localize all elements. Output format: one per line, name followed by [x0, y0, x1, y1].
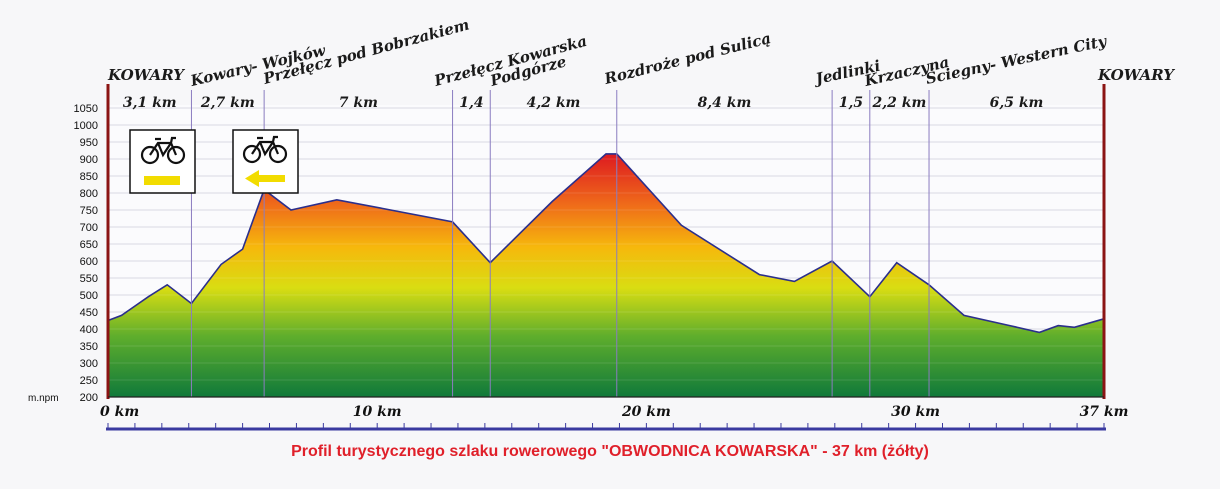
segment-distance-label: 3,1 km: [123, 95, 177, 111]
y-tick-label: 550: [80, 273, 98, 285]
arrow-left-icon: [245, 170, 285, 187]
bicycle-icon: [242, 135, 288, 164]
place-name-label: KOWARY: [107, 66, 185, 84]
trail-sign-yellow: [129, 129, 196, 194]
place-name-label: Rozdroże pod Sulicą: [602, 29, 773, 88]
x-tick-label: 10 km: [353, 404, 402, 420]
trail-sign-yellow-arrow: [232, 129, 299, 194]
elevation-fill: [108, 153, 1104, 397]
y-axis-unit: m.npm: [28, 393, 59, 404]
y-tick-label: 400: [80, 324, 98, 336]
segment-distance-label: 4,2 km: [527, 95, 581, 111]
trail-sign-box: [232, 129, 299, 194]
y-tick-label: 700: [80, 222, 98, 234]
trail-signs: [129, 129, 299, 194]
y-tick-label: 500: [80, 290, 98, 302]
segment-distance-label: 1,4: [459, 95, 483, 111]
x-tick-label: 30 km: [891, 404, 940, 420]
x-tick-label: 0 km: [100, 404, 139, 420]
y-tick-label: 950: [80, 137, 98, 149]
segment-distance-label: 2,7 km: [200, 95, 255, 111]
place-name-label: KOWARY: [1097, 66, 1175, 84]
y-tick-label: 300: [80, 358, 98, 370]
y-tick-label: 850: [80, 171, 98, 183]
y-tick-label: 1000: [74, 120, 98, 132]
x-tick-label: 37 km: [1080, 404, 1129, 420]
bicycle-icon: [140, 136, 186, 165]
y-tick-label: 200: [80, 392, 98, 404]
segment-distance-label: 2,2 km: [872, 95, 927, 111]
y-tick-label: 1050: [74, 103, 98, 115]
y-tick-label: 250: [80, 375, 98, 387]
y-tick-label: 900: [80, 154, 98, 166]
y-tick-label: 750: [80, 205, 98, 217]
segment-distance-label: 8,4 km: [698, 95, 752, 111]
chart-caption: Profil turystycznego szlaku rowerowego "…: [291, 443, 929, 460]
x-tick-label: 20 km: [621, 404, 671, 420]
place-dividers: [190, 90, 930, 397]
y-tick-label: 650: [80, 239, 98, 251]
segment-distance-label: 7 km: [339, 95, 378, 111]
elevation-line: [107, 153, 1105, 334]
segment-distance-label: 1,5: [839, 95, 863, 111]
axes: [106, 84, 1106, 431]
trail-marker-yellow: [144, 176, 180, 185]
y-tick-label: 450: [80, 307, 98, 319]
place-name-label: Ściegny- Western City: [924, 32, 1109, 88]
segment-distance-label: 6,5 km: [990, 95, 1044, 111]
y-tick-label: 350: [80, 341, 98, 353]
y-tick-label: 600: [80, 256, 98, 268]
y-tick-label: 800: [80, 188, 98, 200]
